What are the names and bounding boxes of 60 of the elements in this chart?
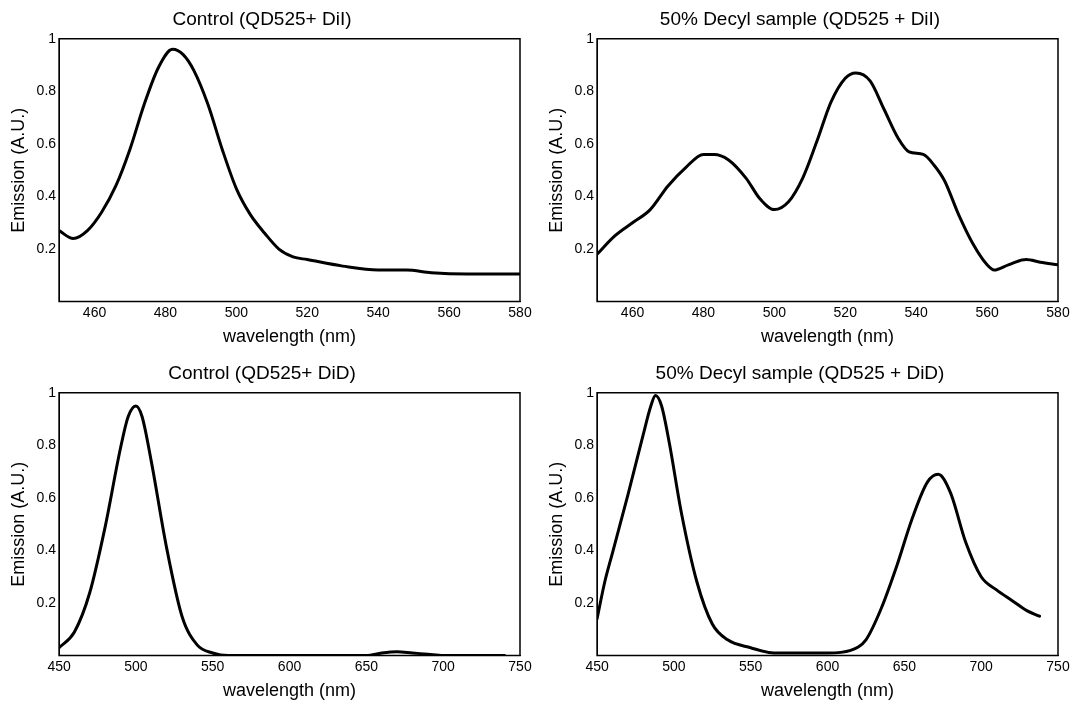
chart-title: 50% Decyl sample (QD525 + DiD) [655,361,945,383]
x-tick-label: 540 [366,303,391,320]
x-tick-label: 560 [975,303,999,320]
x-tick-label: 520 [833,303,858,320]
y-tick-label: 0.2 [36,593,57,610]
x-axis-title: wavelength (nm) [222,326,357,347]
x-tick-label: 600 [815,657,840,674]
x-tick-label: 700 [969,657,994,674]
y-tick-label: 1 [586,29,595,46]
x-tick-label: 540 [904,303,929,320]
chart-title: Control (QD525+ DiI) [172,7,352,29]
y-tick-label: 1 [48,29,57,46]
chart-title: 50% Decyl sample (QD525 + DiI) [659,7,941,29]
x-tick-label: 500 [662,657,686,674]
x-tick-label: 560 [437,303,461,320]
y-axis-title: Emission (A.U.) [545,461,566,587]
x-tick-label: 550 [201,657,225,674]
y-tick-label: 0.6 [36,134,57,151]
x-tick-label: 700 [431,657,456,674]
y-tick-label: 0.2 [36,239,57,256]
x-tick-label: 450 [585,657,609,674]
y-tick-label: 0.8 [36,82,57,99]
x-tick-label: 480 [691,303,716,320]
x-axis-title: wavelength (nm) [760,326,895,347]
x-tick-label: 450 [47,657,71,674]
x-tick-label: 480 [153,303,178,320]
y-tick-label: 1 [48,383,57,400]
y-tick-label: 0.4 [36,541,57,558]
y-axis-title: Emission (A.U.) [7,107,28,233]
y-tick-label: 1 [586,383,595,400]
y-tick-label: 0.2 [574,239,595,256]
y-tick-label: 0.8 [574,82,595,99]
x-tick-label: 650 [354,657,379,674]
y-tick-label: 0.6 [36,488,57,505]
x-tick-label: 580 [508,303,532,320]
x-tick-label: 750 [508,657,532,674]
y-tick-label: 0.6 [574,134,595,151]
y-axis-title: Emission (A.U.) [7,461,28,587]
x-tick-label: 460 [620,303,645,320]
y-tick-label: 0.6 [574,488,595,505]
y-tick-label: 0.8 [574,436,595,453]
x-tick-label: 550 [739,657,763,674]
y-tick-label: 0.4 [36,187,57,204]
chart-title: Control (QD525+ DiD) [168,361,356,383]
x-tick-label: 650 [892,657,917,674]
x-axis-title: wavelength (nm) [222,680,357,701]
x-tick-label: 580 [1046,303,1070,320]
x-axis-title: wavelength (nm) [760,680,895,701]
x-tick-label: 520 [295,303,320,320]
x-tick-label: 600 [277,657,302,674]
y-tick-label: 0.4 [574,187,595,204]
x-tick-label: 500 [762,303,787,320]
x-tick-label: 500 [124,657,148,674]
y-tick-label: 0.2 [574,593,595,610]
x-tick-label: 460 [82,303,107,320]
y-axis-title: Emission (A.U.) [545,107,566,233]
y-tick-label: 0.4 [574,541,595,558]
x-tick-label: 750 [1046,657,1070,674]
x-tick-label: 500 [224,303,249,320]
y-tick-label: 0.8 [36,436,57,453]
